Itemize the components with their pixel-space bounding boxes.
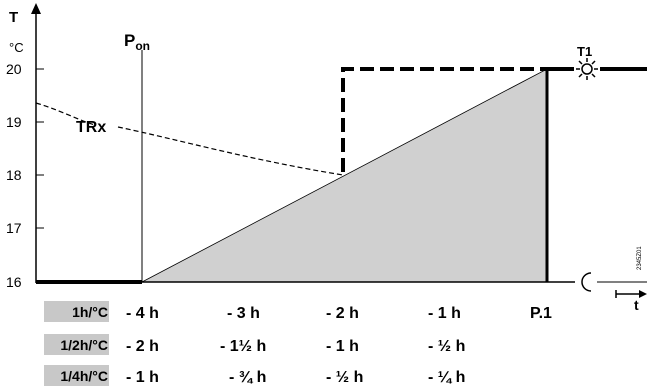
row-value: - 1½ h — [220, 338, 266, 355]
row-value: - 1 h — [126, 369, 159, 386]
row-quarter-h-per-degree: 1/4h/°C - 1 h - ¾ h - ½ h - ¼ h — [44, 365, 465, 386]
row-value: - 1 h — [326, 338, 359, 355]
row-label-bg — [44, 301, 109, 322]
trx-curve — [35, 102, 96, 126]
sun-icon — [576, 58, 598, 80]
row-1h-per-degree: 1h/°C - 4 h - 3 h - 2 h - 1 h P.1 — [44, 301, 552, 322]
y-axis-arrow — [31, 3, 41, 14]
row-value: - 1 h — [428, 305, 461, 322]
y-tick-19: 19 — [6, 114, 22, 130]
row-value: - 2 h — [126, 338, 159, 355]
row-label: 1/4h/°C — [60, 368, 108, 384]
y-axis-symbol: T — [9, 9, 18, 26]
y-axis-unit: °C — [9, 40, 24, 55]
y-tick-marks — [36, 68, 44, 229]
y-tick-16: 16 — [6, 274, 22, 290]
row-value: - 2 h — [326, 305, 359, 322]
trx-curve-continued — [117, 126, 344, 176]
row-half-h-per-degree: 1/2h/°C - 2 h - 1½ h - 1 h - ½ h — [44, 334, 465, 355]
row-value: P.1 — [530, 305, 552, 322]
setpoint-step-dashed — [341, 67, 547, 172]
row-value: - ¼ h — [428, 369, 465, 386]
y-tick-17: 17 — [6, 220, 22, 236]
row-value: - ¾ h — [229, 369, 266, 386]
time-axis-arrow — [639, 290, 647, 298]
row-label-bg — [44, 334, 109, 355]
moon-icon — [581, 272, 592, 292]
row-value: - 4 h — [126, 305, 159, 322]
moon-icon-bg — [575, 270, 597, 294]
row-label-bg — [44, 365, 109, 386]
trx-label: TRx — [76, 119, 106, 136]
figure-code: 2345Z01 — [637, 246, 643, 270]
t1-label: T1 — [577, 44, 592, 59]
y-tick-18: 18 — [6, 167, 22, 183]
time-axis-symbol: t — [634, 297, 639, 313]
row-value: - 3 h — [227, 305, 260, 322]
y-tick-20: 20 — [6, 61, 22, 77]
row-label: 1h/°C — [72, 304, 108, 320]
row-label: 1/2h/°C — [60, 337, 108, 353]
row-value: - ½ h — [428, 338, 465, 355]
row-value: - ½ h — [326, 369, 363, 386]
pon-label: Pon — [124, 31, 150, 53]
